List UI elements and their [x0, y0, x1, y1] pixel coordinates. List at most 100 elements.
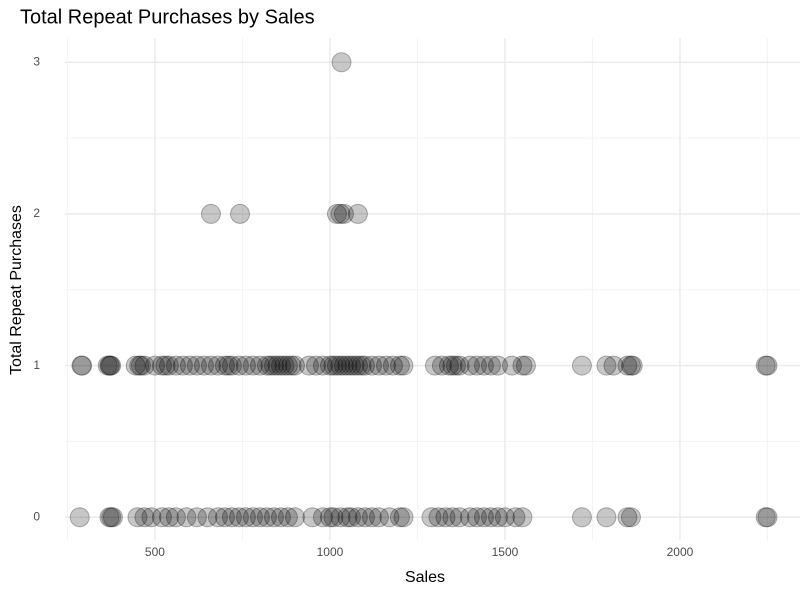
point: [221, 355, 242, 376]
point: [480, 507, 501, 528]
chart-title: Total Repeat Purchases by Sales: [20, 6, 315, 28]
point: [505, 507, 526, 528]
point: [99, 507, 120, 528]
point: [242, 355, 263, 376]
point: [249, 507, 270, 528]
point: [445, 355, 466, 376]
point: [267, 355, 288, 376]
point: [435, 507, 456, 528]
point: [755, 507, 776, 528]
point: [249, 355, 270, 376]
point: [755, 355, 776, 376]
point: [438, 355, 459, 376]
point: [494, 507, 515, 528]
point: [256, 355, 277, 376]
point: [617, 507, 638, 528]
x-tick-label: 500: [145, 545, 165, 559]
point: [515, 355, 536, 376]
point: [330, 203, 351, 224]
point: [101, 507, 122, 528]
point: [193, 355, 214, 376]
point: [431, 355, 452, 376]
point: [179, 355, 200, 376]
point: [158, 507, 179, 528]
y-tick-label: 0: [33, 509, 40, 523]
point: [277, 355, 298, 376]
point: [459, 355, 480, 376]
point: [571, 355, 592, 376]
point: [230, 203, 250, 224]
point: [319, 507, 340, 528]
point: [347, 203, 368, 224]
point: [603, 355, 624, 376]
point: [228, 355, 249, 376]
point: [487, 507, 508, 528]
point: [361, 355, 382, 376]
point: [235, 355, 256, 376]
point: [571, 507, 592, 528]
point: [151, 507, 172, 528]
point: [512, 507, 533, 528]
point: [326, 355, 347, 376]
point: [340, 507, 361, 528]
point: [270, 355, 291, 376]
point: [200, 203, 221, 224]
point: [473, 507, 494, 528]
point: [214, 355, 235, 376]
point: [151, 355, 172, 376]
point: [330, 355, 351, 376]
x-tick-label: 2000: [667, 545, 694, 559]
point: [617, 355, 638, 376]
point: [361, 507, 382, 528]
point: [337, 507, 358, 528]
point: [312, 507, 333, 528]
point: [368, 507, 389, 528]
point: [326, 203, 347, 224]
point: [382, 355, 403, 376]
point: [125, 355, 146, 376]
point: [165, 355, 186, 376]
point: [459, 507, 480, 528]
point: [449, 507, 470, 528]
point: [424, 355, 445, 376]
point: [512, 355, 533, 376]
y-tick-label: 1: [33, 358, 40, 372]
point: [176, 507, 197, 528]
point: [596, 507, 617, 528]
y-tick-label: 2: [33, 206, 40, 220]
point: [354, 355, 375, 376]
point: [480, 355, 501, 376]
point: [466, 355, 487, 376]
point: [323, 355, 344, 376]
point: [274, 355, 295, 376]
point: [99, 355, 120, 376]
point: [620, 507, 641, 528]
point: [449, 355, 470, 376]
point: [197, 507, 218, 528]
point: [333, 203, 354, 224]
point: [242, 507, 263, 528]
point: [186, 355, 207, 376]
point: [281, 355, 302, 376]
point: [200, 355, 221, 376]
point: [347, 507, 368, 528]
point: [302, 507, 323, 528]
point: [235, 507, 256, 528]
point: [466, 507, 487, 528]
point: [134, 507, 155, 528]
point: [351, 355, 372, 376]
point: [277, 507, 298, 528]
point: [337, 355, 358, 376]
point: [347, 355, 368, 376]
point: [757, 507, 778, 528]
point: [442, 507, 463, 528]
point: [158, 355, 179, 376]
x-axis-label: Sales: [405, 569, 445, 586]
point: [214, 507, 235, 528]
point: [69, 507, 90, 528]
point: [375, 355, 396, 376]
point: [101, 355, 122, 376]
point: [127, 507, 148, 528]
point: [473, 355, 494, 376]
